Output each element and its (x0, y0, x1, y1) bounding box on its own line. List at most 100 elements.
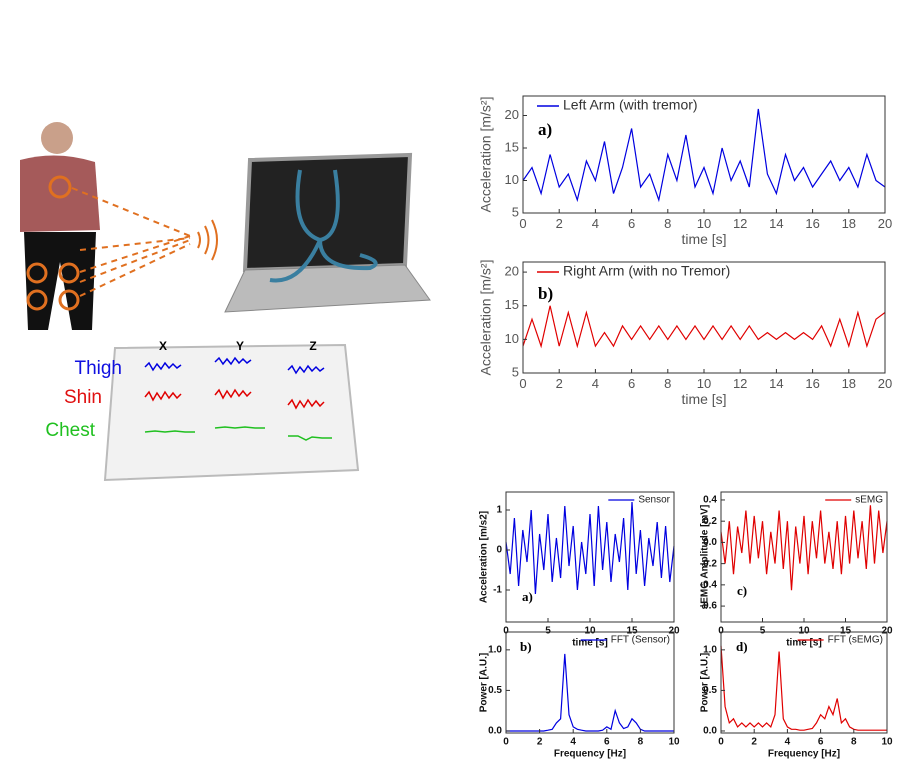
x-axis-label: time [s] (786, 638, 822, 649)
signal-card (103, 343, 360, 482)
x-axis-label: time [s] (572, 638, 608, 649)
y-axis-label: Power [A.U.] (700, 653, 711, 712)
x-tick-label: 6 (628, 216, 635, 231)
data-line (720, 645, 887, 731)
y-tick-label: 15 (505, 139, 519, 154)
x-tick-label: 10 (881, 737, 893, 748)
x-axis-label: time [s] (681, 231, 726, 247)
panel-label: d) (736, 639, 748, 654)
x-tick-label: 10 (697, 376, 711, 391)
panel-label: b) (520, 639, 532, 654)
legend-label: FFT (Sensor) (611, 635, 670, 646)
y-tick-label: -0.6 (700, 601, 718, 612)
y-tick-label: 1.0 (703, 644, 717, 655)
data-line (522, 305, 886, 349)
y-tick-label: 5 (512, 364, 519, 379)
data-line (720, 505, 888, 591)
x-tick-label: 0 (519, 216, 526, 231)
data-line (505, 501, 675, 595)
y-tick-label: 0.5 (488, 685, 502, 696)
row-label: Thigh (74, 358, 122, 379)
mini-plots (144, 356, 332, 441)
laptop-base (224, 264, 431, 313)
y-tick-label: 5 (512, 204, 519, 219)
x-tick-label: 5 (760, 626, 766, 637)
column-label: Y (236, 339, 244, 353)
x-tick-label: 14 (769, 376, 783, 391)
x-tick-label: 15 (626, 626, 638, 637)
x-tick-label: 12 (733, 376, 747, 391)
y-axis-label: Acceleration [m/s²] (478, 260, 494, 376)
x-tick-label: 12 (733, 216, 747, 231)
x-tick-label: 5 (545, 626, 551, 637)
y-tick-label: 0.0 (703, 537, 717, 548)
y-tick-label: 0.0 (703, 726, 717, 737)
waves (197, 219, 218, 261)
x-axis-label: time [s] (681, 391, 726, 407)
x-tick-label: 0 (718, 626, 724, 637)
data-line (506, 653, 674, 732)
x-tick-label: 4 (785, 737, 791, 748)
x-tick-label: 4 (592, 376, 599, 391)
y-tick-label: 20 (505, 264, 519, 279)
x-axis-label: Frequency [Hz] (768, 749, 840, 760)
panel-label: c) (737, 583, 747, 598)
x-tick-label: 18 (842, 376, 856, 391)
signal-lines (71, 187, 191, 297)
x-tick-label: 16 (805, 376, 819, 391)
sensor-rings (26, 175, 80, 311)
x-tick-label: 6 (604, 737, 610, 748)
y-tick-label: 20 (505, 107, 519, 122)
legend-label: Left Arm (with tremor) (563, 97, 698, 113)
x-tick-label: 4 (570, 737, 576, 748)
illustration: X Y Z Thigh Shin Chest (20, 122, 431, 482)
x-tick-label: 0 (718, 737, 724, 748)
legs (24, 232, 96, 330)
x-tick-label: 2 (751, 737, 757, 748)
plot-frame (505, 631, 675, 734)
panel-label: b) (538, 284, 553, 303)
x-tick-label: 2 (556, 216, 563, 231)
x-tick-label: 20 (878, 216, 892, 231)
x-tick-label: 20 (668, 626, 680, 637)
y-tick-label: 0.0 (488, 726, 502, 737)
legend-label: sEMG (855, 495, 883, 506)
panel-label: a) (522, 589, 533, 604)
row-label: Chest (45, 420, 95, 441)
row-label: Shin (64, 387, 102, 408)
y-axis-label: Acceleration [m/s2] (479, 511, 490, 603)
head (41, 122, 73, 154)
y-tick-label: 0.2 (703, 516, 717, 527)
y-tick-label: -0.4 (700, 579, 718, 590)
y-tick-label: 0.4 (703, 495, 717, 506)
x-tick-label: 8 (664, 376, 671, 391)
x-tick-label: 18 (842, 216, 856, 231)
x-tick-label: 20 (881, 626, 893, 637)
y-tick-label: 1 (496, 505, 502, 516)
x-tick-label: 0 (503, 626, 509, 637)
y-tick-label: 10 (505, 331, 519, 346)
x-tick-label: 0 (503, 737, 509, 748)
plot-frame (522, 95, 886, 214)
x-tick-label: 8 (664, 216, 671, 231)
chart: Right Arm (with no Tremor) 0 2 4 6 8 10 12 14 16 1… (478, 260, 893, 407)
x-axis-label: Frequency [Hz] (554, 749, 626, 760)
legend-label: FFT (sEMG) (828, 635, 883, 646)
plot-frame (720, 631, 888, 734)
legend-label: Sensor (638, 495, 670, 506)
y-axis-label: sEMG Amplitude [mV] (700, 505, 711, 610)
x-tick-label: 10 (584, 626, 596, 637)
x-tick-label: 8 (638, 737, 644, 748)
x-tick-label: 15 (840, 626, 852, 637)
y-tick-label: 0 (496, 545, 502, 556)
x-tick-label: 4 (592, 216, 599, 231)
column-label: X (159, 339, 167, 353)
x-tick-label: 2 (537, 737, 543, 748)
chart: Sensor 0 5 10 15 20 -1 0 1 Acceleration [m/s2] tim… (479, 491, 680, 649)
y-tick-label: 1.0 (488, 644, 502, 655)
